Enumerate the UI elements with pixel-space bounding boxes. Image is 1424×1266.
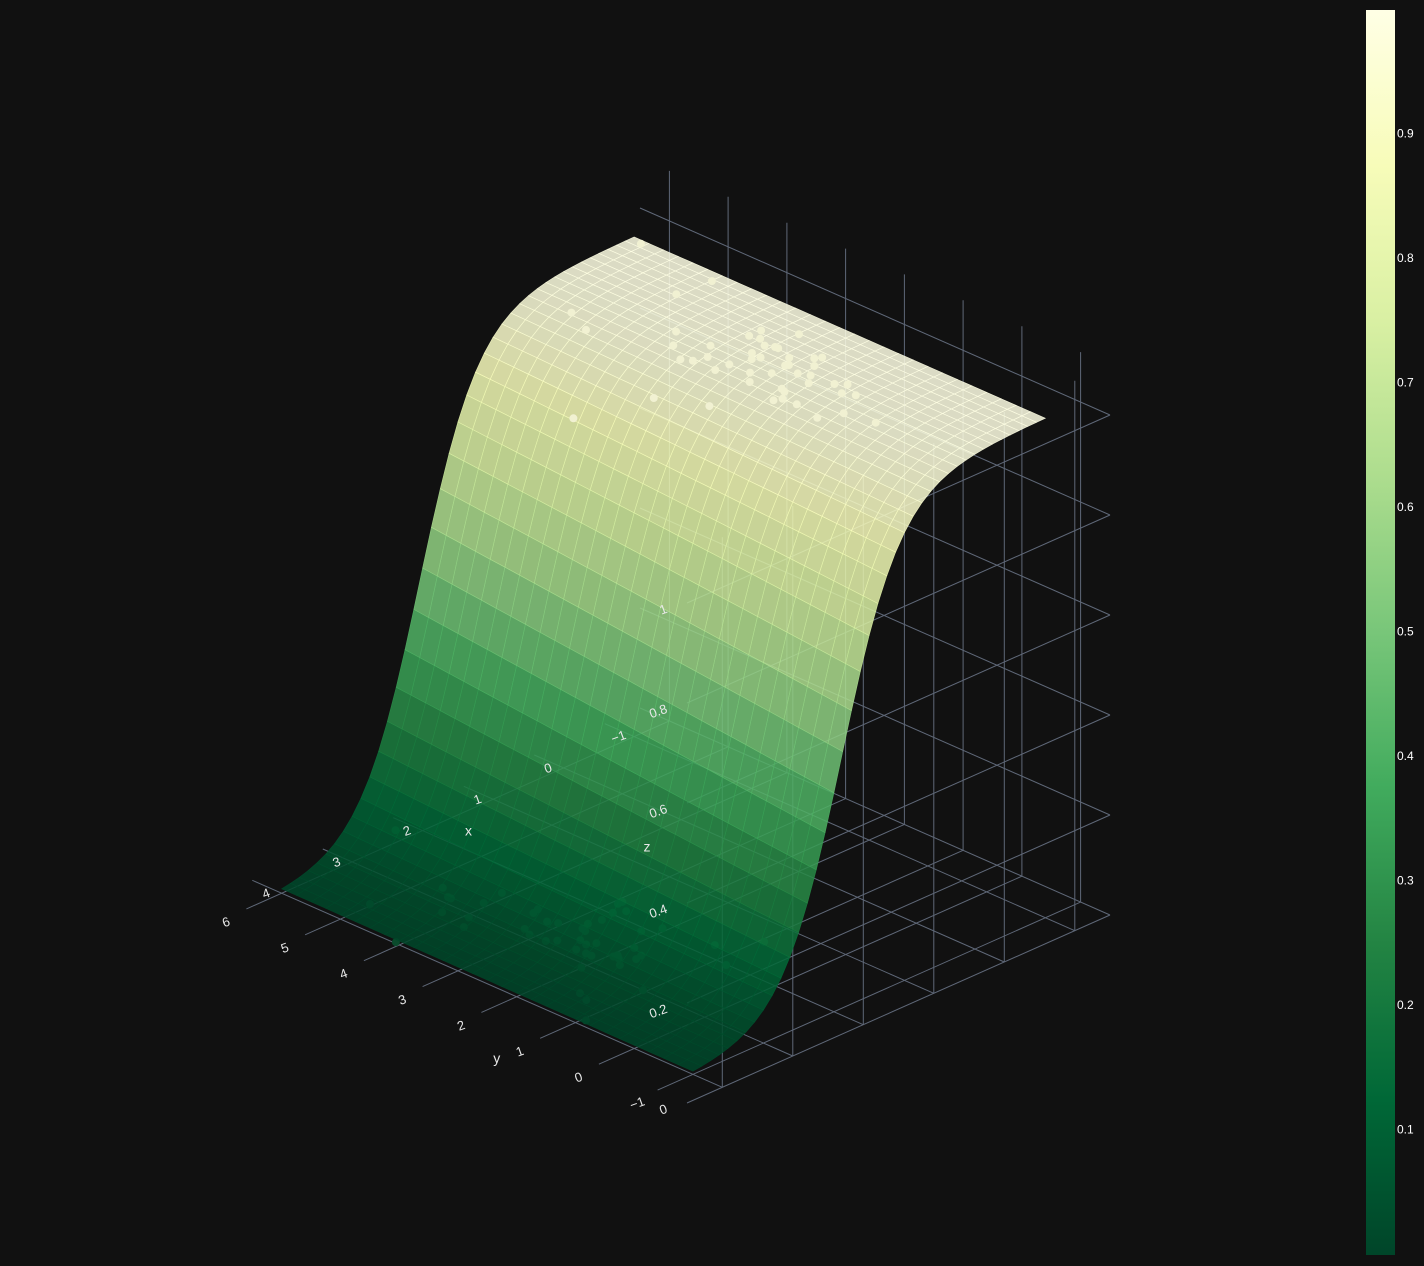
scatter-point-class-1 xyxy=(745,331,754,340)
x-tick-label: 3 xyxy=(330,854,342,871)
scatter-point-class-1 xyxy=(672,327,681,336)
colorbar-tick-label: 0.6 xyxy=(1397,500,1414,514)
logistic-surface[interactable] xyxy=(280,236,1047,1072)
y-tick-label: 1 xyxy=(514,1043,526,1060)
scatter-point-class-1 xyxy=(785,361,793,369)
z-tick-label: 0.6 xyxy=(647,801,669,821)
scatter-point-class-1 xyxy=(810,354,819,363)
y-tick-label: 6 xyxy=(220,914,232,931)
x-tick-label: 1 xyxy=(471,791,483,808)
colorbar-tick-label: 0.8 xyxy=(1397,251,1414,265)
colorbar-tick-label: 0.5 xyxy=(1397,625,1414,639)
scatter-point-class-1 xyxy=(745,378,754,386)
scatter-point-class-1 xyxy=(725,360,734,369)
y-tick-label: 2 xyxy=(455,1017,467,1034)
wall-x-gridline-z xyxy=(639,207,1111,416)
scatter-point-class-1 xyxy=(636,239,645,248)
scatter-point-class-1 xyxy=(793,369,802,378)
scatter-point-class-1 xyxy=(830,380,839,388)
scatter-point-class-1 xyxy=(672,290,681,299)
scatter-point-class-1 xyxy=(688,356,697,365)
scatter-point-class-1 xyxy=(769,396,778,405)
x-axis-title: x xyxy=(465,823,472,839)
floor-gridline-x xyxy=(252,879,723,1088)
scatter-point-class-1 xyxy=(756,334,765,343)
scatter-point-class-1 xyxy=(711,366,720,374)
scatter-point-class-1 xyxy=(871,418,880,427)
colorbar-tick-label: 0.4 xyxy=(1397,749,1414,763)
scatter-point-class-1 xyxy=(676,355,685,364)
scatter-point-class-1 xyxy=(746,368,754,377)
wall-y-gridline-z xyxy=(686,914,1111,1104)
scatter-point-class-1 xyxy=(771,343,779,351)
scatter-point-class-1 xyxy=(818,353,827,362)
scatter-point-class-1 xyxy=(705,402,714,411)
scatter-point-class-1 xyxy=(756,353,765,362)
x-tick-label: 2 xyxy=(401,822,413,839)
scatter-point-class-1 xyxy=(778,394,787,403)
colorbar-gradient xyxy=(1366,10,1395,1255)
y-axis-title: y xyxy=(493,1050,500,1066)
scatter-point-class-1 xyxy=(757,326,766,335)
x-tick-label: 0 xyxy=(542,760,554,777)
surface-patch xyxy=(1021,411,1047,423)
scatter-point-class-1 xyxy=(785,353,794,362)
scatter-point-class-1 xyxy=(843,380,852,389)
scatter-point-class-1 xyxy=(806,371,815,380)
colorbar-tick-label: 0.9 xyxy=(1397,127,1414,141)
scatter-point-class-1 xyxy=(780,387,789,396)
x-tick-label: 4 xyxy=(260,885,272,902)
scatter-point-class-1 xyxy=(837,389,846,398)
scatter-point-class-1 xyxy=(567,308,576,317)
z-tick-label: 0.8 xyxy=(647,701,669,721)
scatter-point-class-1 xyxy=(747,349,756,357)
y-tick-label: 4 xyxy=(338,965,350,982)
scatter-point-class-1 xyxy=(795,330,803,339)
z-tick-label: 0 xyxy=(657,1101,669,1118)
colorbar-tick-label: 0.2 xyxy=(1397,998,1414,1012)
scatter-point-class-1 xyxy=(767,369,776,378)
scatter-point-class-1 xyxy=(707,277,716,286)
x-tick-label: −1 xyxy=(609,727,628,746)
scatter-point-class-1 xyxy=(804,379,813,388)
scatter-point-class-1 xyxy=(747,355,756,364)
scatter-point-class-1 xyxy=(792,400,801,409)
scatter-point-class-1 xyxy=(851,391,860,400)
scatter-point-class-1 xyxy=(839,409,848,418)
colorbar-tick-label: 0.7 xyxy=(1397,376,1414,390)
colorbar-tick-label: 0.3 xyxy=(1397,874,1414,888)
scatter-point-class-1 xyxy=(813,413,822,422)
scatter-point-class-1 xyxy=(760,341,769,350)
z-tick-label: 0.2 xyxy=(647,1001,669,1021)
scatter-point-class-1 xyxy=(669,341,678,350)
y-tick-label: 5 xyxy=(279,940,291,957)
y-tick-label: −1 xyxy=(628,1094,647,1113)
colorbar: 0.1 0.2 0.3 0.4 0.5 0.6 0.7 0.8 0.9 xyxy=(1366,10,1414,1255)
scatter-point-class-1 xyxy=(810,362,819,370)
scatter-point-class-1 xyxy=(706,341,715,350)
scatter-class-1 xyxy=(567,239,880,427)
scatter-point-class-1 xyxy=(649,394,658,402)
y-tick-label: 0 xyxy=(573,1069,585,1086)
scatter-point-class-1 xyxy=(703,353,712,361)
z-tick-label: 1 xyxy=(657,601,669,618)
z-tick-label: 0.4 xyxy=(647,901,669,921)
axis-tick-labels: 0 0.2 0.4 0.6 0.8 1 z −1 0 1 2 3 4 5 6 y −1 0 1 2 3 4 x xyxy=(220,601,669,1118)
z-axis-title: z xyxy=(644,839,651,855)
scatter-point-class-1 xyxy=(569,414,578,423)
scatter-point-class-1 xyxy=(582,325,590,334)
colorbar-tick-label: 0.1 xyxy=(1397,1123,1414,1137)
y-tick-label: 3 xyxy=(396,991,408,1008)
floor-gridline-y xyxy=(657,901,1081,1091)
